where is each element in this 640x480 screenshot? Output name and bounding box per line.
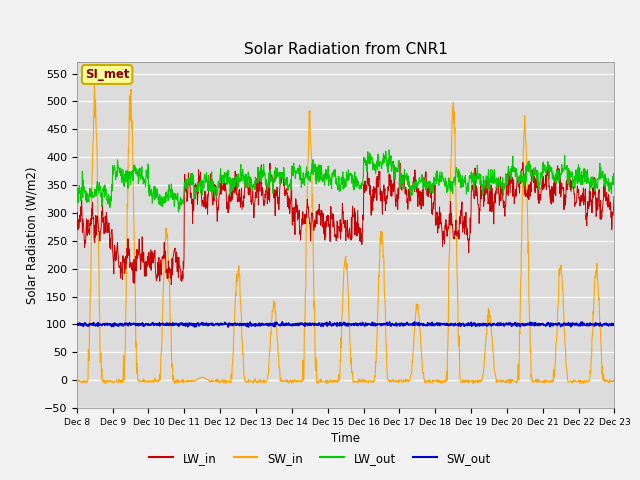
Title: Solar Radiation from CNR1: Solar Radiation from CNR1: [244, 42, 447, 57]
Y-axis label: Solar Radiation (W/m2): Solar Radiation (W/m2): [25, 167, 38, 304]
Text: SI_met: SI_met: [85, 68, 129, 81]
Legend: LW_in, SW_in, LW_out, SW_out: LW_in, SW_in, LW_out, SW_out: [145, 447, 495, 469]
X-axis label: Time: Time: [331, 432, 360, 445]
